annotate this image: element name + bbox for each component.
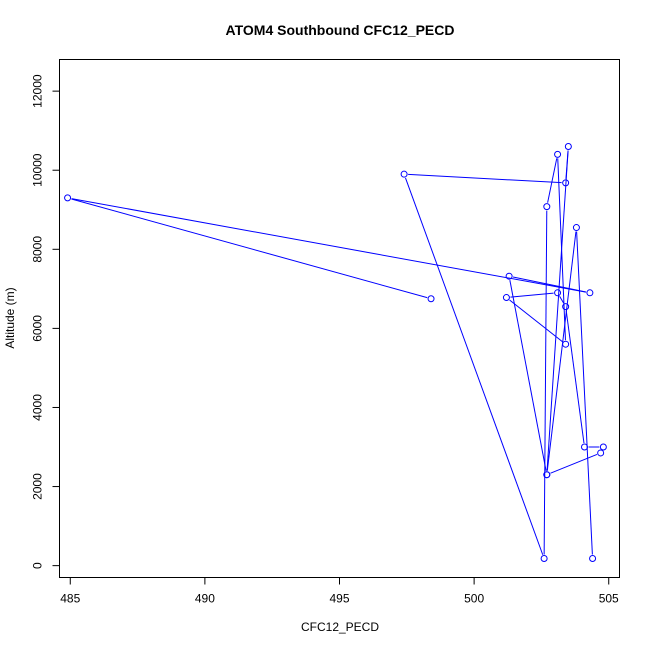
x-tick-label: 490 xyxy=(195,592,215,606)
x-tick-label: 485 xyxy=(60,592,80,606)
series-line-segment xyxy=(546,231,577,471)
series-line-segment xyxy=(509,280,547,471)
series-points xyxy=(64,142,607,563)
data-point xyxy=(564,142,572,150)
data-point xyxy=(427,295,435,303)
series-line-segment xyxy=(405,177,544,555)
data-point xyxy=(597,449,605,457)
y-tick-label: 0 xyxy=(31,562,45,569)
series-line-segment xyxy=(559,296,565,304)
series-line-segment xyxy=(510,292,554,298)
y-tick-label: 12000 xyxy=(31,74,45,108)
y-tick-label: 8000 xyxy=(31,236,45,263)
data-point xyxy=(505,272,513,280)
y-axis-label: Altitude (m) xyxy=(3,287,17,348)
plot-frame xyxy=(59,59,620,578)
x-tick-label: 505 xyxy=(599,592,619,606)
data-point xyxy=(562,340,570,348)
series-line-segment xyxy=(546,150,569,471)
data-point xyxy=(589,555,597,563)
series-line-segment xyxy=(71,198,587,293)
y-tick-label: 2000 xyxy=(31,473,45,500)
x-axis-ticks: 485 490 495 500 505 xyxy=(60,577,619,606)
series-line-segment xyxy=(408,173,562,184)
y-tick-label: 10000 xyxy=(31,153,45,187)
x-tick-label: 495 xyxy=(329,592,349,606)
series-line-segment xyxy=(509,299,563,343)
series-line-segment xyxy=(550,453,598,474)
chart-title: ATOM4 Southbound CFC12_PECD xyxy=(226,22,455,38)
data-point xyxy=(572,224,580,232)
data-point xyxy=(540,555,548,563)
data-point xyxy=(543,471,551,479)
series-line-segment xyxy=(565,310,585,444)
x-axis-label: CFC12_PECD xyxy=(301,620,379,634)
data-point xyxy=(586,289,594,297)
data-point xyxy=(502,294,510,302)
y-tick-label: 4000 xyxy=(31,394,45,421)
y-axis-ticks: 0 2000 4000 6000 8000 10000 12000 xyxy=(31,74,60,569)
series-line-segment xyxy=(543,210,548,555)
data-point xyxy=(562,303,570,311)
data-point xyxy=(400,170,408,178)
series-line-segment xyxy=(547,158,558,203)
data-point xyxy=(554,150,562,158)
y-tick-label: 6000 xyxy=(31,315,45,342)
data-point xyxy=(554,289,562,297)
data-point xyxy=(599,443,607,451)
series-line-segment xyxy=(512,276,587,293)
data-point xyxy=(581,443,588,451)
data-point xyxy=(562,179,570,187)
data-point xyxy=(64,194,72,202)
series-line-segment xyxy=(576,231,593,555)
series-line-segment xyxy=(71,198,428,299)
x-tick-label: 500 xyxy=(464,592,484,606)
data-point xyxy=(543,203,551,211)
series-lines xyxy=(71,150,600,555)
